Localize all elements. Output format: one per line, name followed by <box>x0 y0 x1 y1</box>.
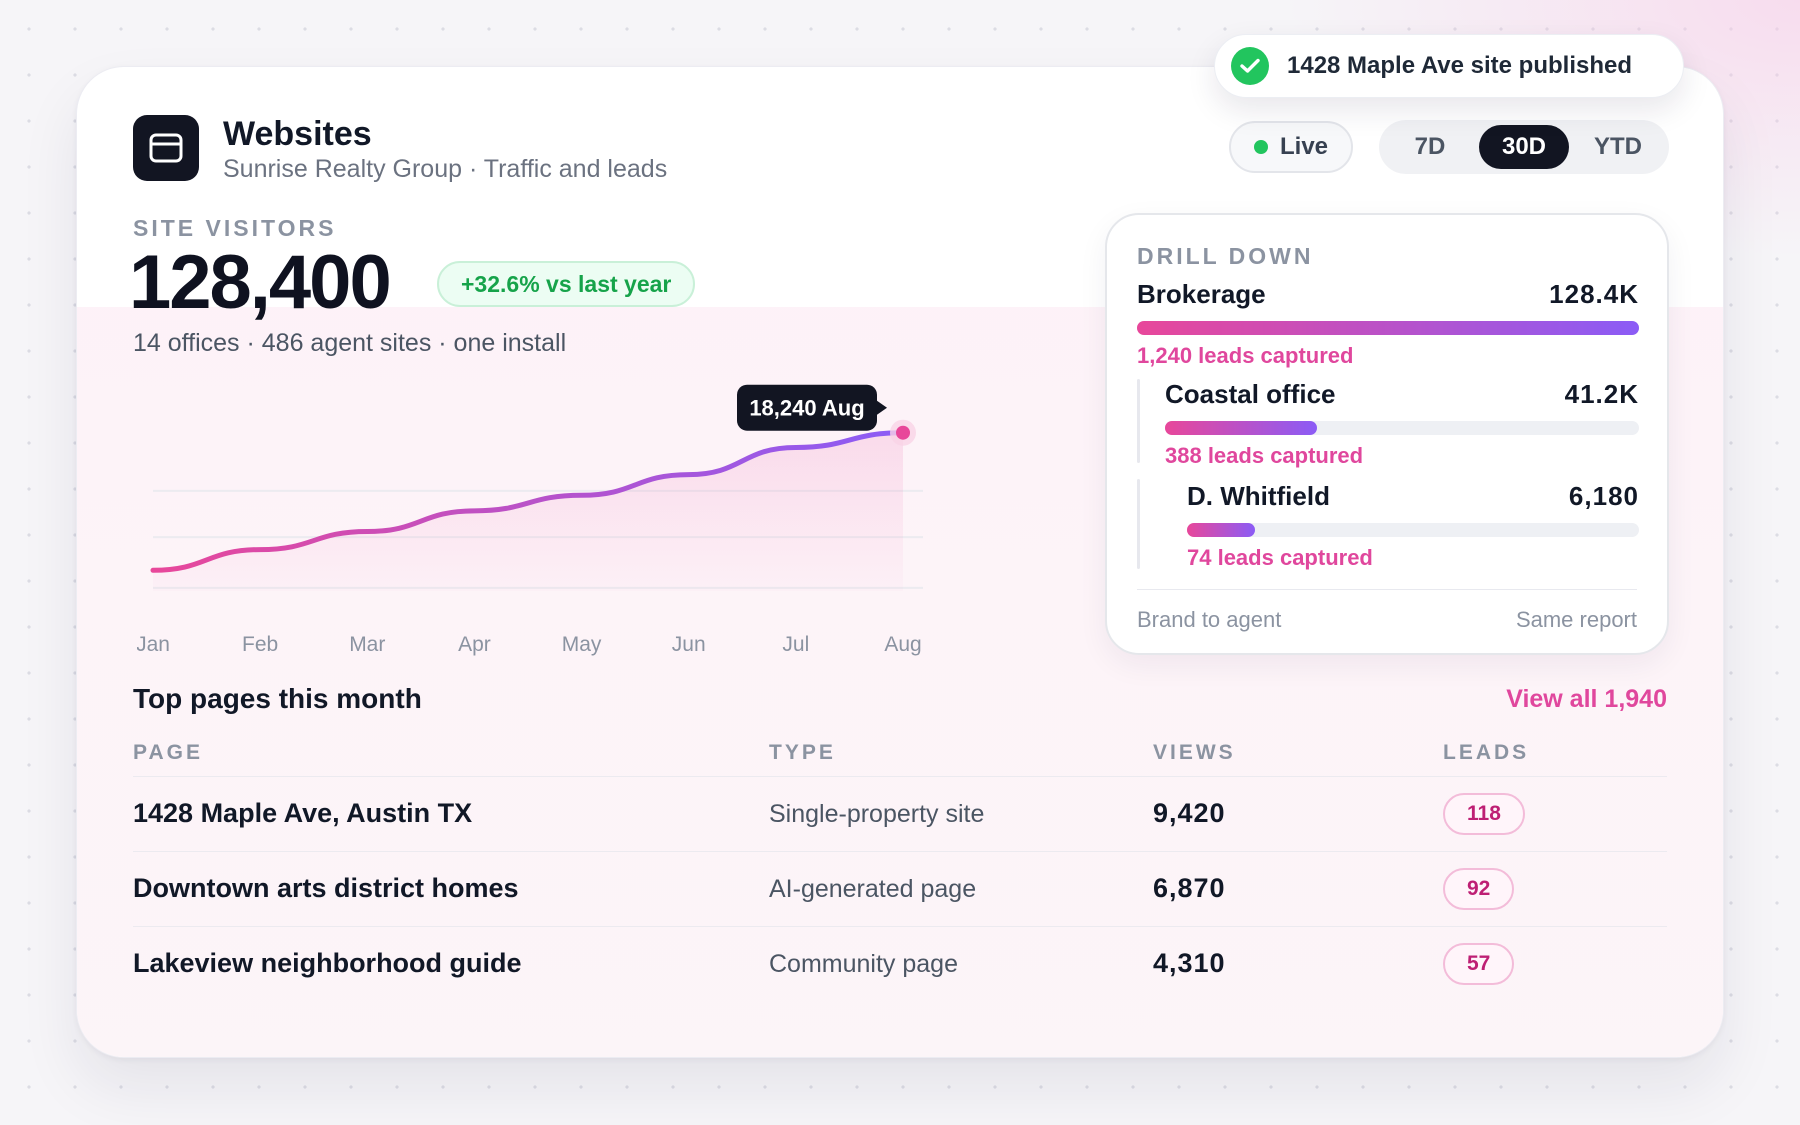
drill-item-value: 41.2K <box>1564 379 1639 409</box>
live-dot-icon <box>1253 140 1268 154</box>
drill-item-name: D. Whitfield <box>1187 481 1330 511</box>
browser-window-icon <box>133 115 199 181</box>
cell-type: AI-generated page <box>769 875 977 903</box>
drill-item-leads: 388 leads captured <box>1165 443 1364 468</box>
column-header-leads[interactable]: LEADS <box>1443 741 1530 764</box>
publish-toast[interactable]: 1428 Maple Ave site published <box>1214 34 1684 98</box>
check-circle-icon <box>1231 47 1269 85</box>
visitors-line-chart: 18,240 Aug Jan Feb Mar Apr May Jun Jul Aug <box>137 384 923 656</box>
toast-text: 1428 Maple Ave site published <box>1287 52 1633 79</box>
drill-item-leads: 74 leads captured <box>1187 545 1373 570</box>
x-tick-label: May <box>562 633 602 656</box>
view-all-link[interactable]: View all 1,940 <box>1506 685 1667 713</box>
x-tick-label: Jun <box>672 633 706 656</box>
x-tick-label: Jan <box>137 633 170 656</box>
drill-divider <box>1137 589 1637 590</box>
top-pages-title: Top pages this month <box>133 683 422 714</box>
table-divider <box>133 776 1667 777</box>
chart-area-fill <box>153 432 903 591</box>
date-range-selector: 7D 30D YTD <box>1379 120 1669 174</box>
kpi-delta-badge: +32.6% vs last year <box>437 261 696 307</box>
cell-page[interactable]: Downtown arts district homes <box>133 873 519 903</box>
range-30d-button[interactable]: 30D <box>1479 125 1569 169</box>
drill-item-bar-fill <box>1165 421 1317 435</box>
drill-item-d-whitfield[interactable]: D. Whitfield 6,180 74 leads captured <box>1187 481 1639 570</box>
cell-type: Single-property site <box>769 800 985 828</box>
drill-down-panel: DRILL DOWN Brokerage 128.4K 1,240 leads … <box>1105 213 1669 655</box>
kpi-value: 128,400 <box>129 240 392 325</box>
column-header-type[interactable]: TYPE <box>769 741 836 764</box>
drill-item-bar <box>1137 321 1639 335</box>
cell-type: Community page <box>769 950 958 978</box>
chart-callout-box <box>737 384 877 431</box>
drill-item-bar-fill <box>1187 523 1255 537</box>
drill-item-bar <box>1165 421 1639 435</box>
drill-footer-right: Same report <box>1515 607 1637 632</box>
drill-item-value: 6,180 <box>1568 481 1639 511</box>
chart-callout-arrow <box>877 400 887 415</box>
endpoint-marker <box>896 425 910 440</box>
kpi-meta: 14 offices · 486 agent sites · one insta… <box>133 329 567 357</box>
cell-views: 4,310 <box>1153 948 1226 978</box>
table-divider <box>133 926 1667 927</box>
leads-badge: 92 <box>1443 868 1515 910</box>
cell-page[interactable]: 1428 Maple Ave, Austin TX <box>133 798 473 828</box>
x-tick-label: Jul <box>782 633 809 656</box>
live-label: Live <box>1279 133 1329 160</box>
live-status-pill[interactable]: Live <box>1229 121 1353 173</box>
table-divider <box>133 851 1667 852</box>
drill-item-name: Coastal office <box>1165 379 1336 409</box>
cell-views: 9,420 <box>1153 798 1226 828</box>
drill-item-bar <box>1187 523 1639 537</box>
x-tick-label: Feb <box>242 633 278 656</box>
drill-heading: DRILL DOWN <box>1137 243 1314 269</box>
x-tick-label: Apr <box>458 633 491 656</box>
range-7d-button[interactable]: 7D <box>1414 133 1446 160</box>
drill-indent-line <box>1137 479 1140 569</box>
page-title: Websites <box>223 115 372 153</box>
drill-item-bar-fill <box>1137 321 1639 335</box>
cell-views: 6,870 <box>1153 873 1226 903</box>
column-header-views[interactable]: VIEWS <box>1153 741 1236 764</box>
series-line <box>150 430 906 573</box>
drill-item-coastal-office[interactable]: Coastal office 41.2K 388 leads captured <box>1165 379 1639 468</box>
drill-item-name: Brokerage <box>1137 279 1266 309</box>
leads-badge: 57 <box>1443 943 1515 985</box>
drill-item-leads: 1,240 leads captured <box>1137 343 1354 368</box>
kpi-label: SITE VISITORS <box>133 215 337 241</box>
drill-indent-line <box>1137 379 1140 463</box>
column-header-page[interactable]: PAGE <box>133 741 203 764</box>
chart-callout-label: 18,240 Aug <box>749 396 864 421</box>
cell-page[interactable]: Lakeview neighborhood guide <box>133 948 522 978</box>
leads-badge: 118 <box>1443 793 1525 835</box>
range-ytd-button[interactable]: YTD <box>1594 133 1642 160</box>
drill-item-brokerage[interactable]: Brokerage 128.4K 1,240 leads captured <box>1137 279 1639 368</box>
drill-item-value: 128.4K <box>1549 279 1639 309</box>
page-subtitle: Sunrise Realty Group · Traffic and leads <box>223 155 668 183</box>
websites-card: Websites Sunrise Realty Group · Traffic … <box>76 66 1724 1058</box>
drill-footer-left: Brand to agent <box>1137 607 1282 632</box>
x-tick-label: Mar <box>349 633 385 656</box>
x-tick-label: Aug <box>884 633 921 656</box>
